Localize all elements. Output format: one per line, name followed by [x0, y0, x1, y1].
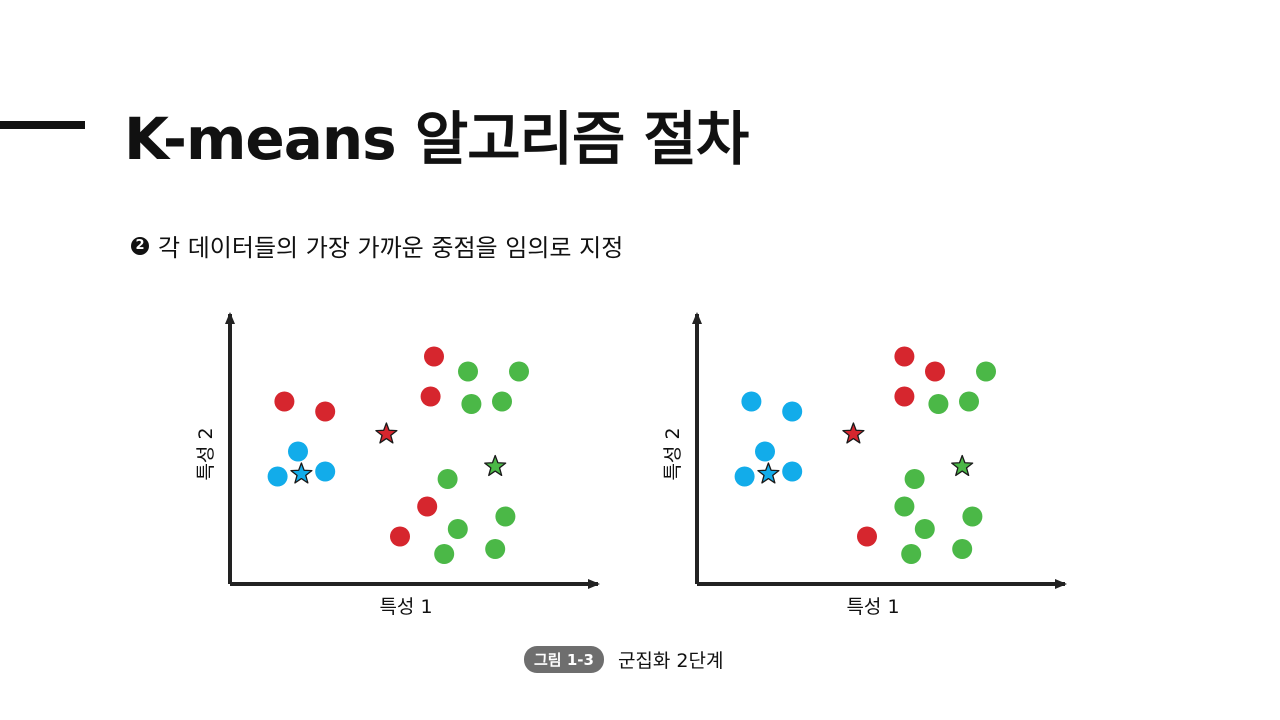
- green-data-point: [509, 361, 529, 382]
- bullet-item: 2 각 데이터들의 가장 가까운 중점을 임의로 지정: [131, 228, 623, 263]
- green-data-point: [962, 506, 983, 527]
- green-data-point: [904, 469, 925, 489]
- red-data-point: [925, 361, 945, 382]
- scatter-plot-left: 특성 1 특성 2: [195, 312, 600, 618]
- blue-data-point: [734, 466, 755, 487]
- green-data-point: [437, 469, 458, 489]
- green-data-point: [952, 539, 973, 559]
- green-data-point: [461, 394, 482, 414]
- slide-title: K-means 알고리즘 절차: [124, 105, 749, 173]
- red-data-point: [894, 386, 915, 407]
- red-centroid-star: [842, 422, 865, 444]
- red-data-point: [274, 391, 295, 412]
- bullet-text: 각 데이터들의 가장 가까운 중점을 임의로 지정: [158, 234, 624, 262]
- green-data-point: [434, 544, 455, 564]
- green-data-point: [492, 391, 512, 412]
- red-data-point: [420, 386, 441, 407]
- blue-data-point: [755, 441, 775, 462]
- green-data-point: [959, 391, 979, 412]
- green-data-point: [914, 519, 935, 539]
- green-data-point: [894, 496, 915, 517]
- red-data-point: [424, 346, 444, 367]
- blue-data-point: [782, 461, 803, 482]
- green-data-point: [447, 519, 468, 539]
- green-data-point: [976, 361, 996, 382]
- blue-data-point: [315, 461, 336, 482]
- title-accent-bar: [0, 121, 85, 129]
- green-data-point: [928, 394, 949, 414]
- green-centroid-star: [484, 454, 507, 477]
- green-centroid-star: [951, 454, 974, 477]
- blue-data-point: [288, 441, 308, 462]
- x-axis-label: 특성 1: [379, 596, 432, 618]
- scatter-plot-right: 특성 1 특성 2: [662, 312, 1067, 618]
- red-data-point: [390, 526, 410, 547]
- figure-caption-text: 군집화 2단계: [617, 650, 724, 672]
- blue-centroid-star: [757, 462, 780, 484]
- blue-data-point: [782, 401, 803, 422]
- y-axis-label: 특성 2: [195, 427, 217, 480]
- green-data-point: [901, 544, 922, 564]
- y-axis-label: 특성 2: [662, 427, 684, 480]
- red-data-point: [417, 496, 438, 517]
- red-data-point: [857, 526, 877, 547]
- bullet-number-badge: 2: [131, 236, 149, 255]
- blue-data-point: [267, 466, 288, 487]
- figure-number-badge: 그림 1-3: [524, 646, 604, 673]
- red-data-point: [894, 346, 915, 367]
- x-axis-label: 특성 1: [846, 596, 899, 618]
- green-data-point: [485, 539, 506, 559]
- blue-data-point: [741, 391, 762, 412]
- green-data-point: [458, 361, 478, 382]
- green-data-point: [495, 506, 516, 527]
- figure-caption: 그림 1-3 군집화 2단계: [524, 646, 723, 673]
- red-data-point: [315, 401, 336, 422]
- red-centroid-star: [375, 422, 398, 444]
- blue-centroid-star: [290, 462, 313, 484]
